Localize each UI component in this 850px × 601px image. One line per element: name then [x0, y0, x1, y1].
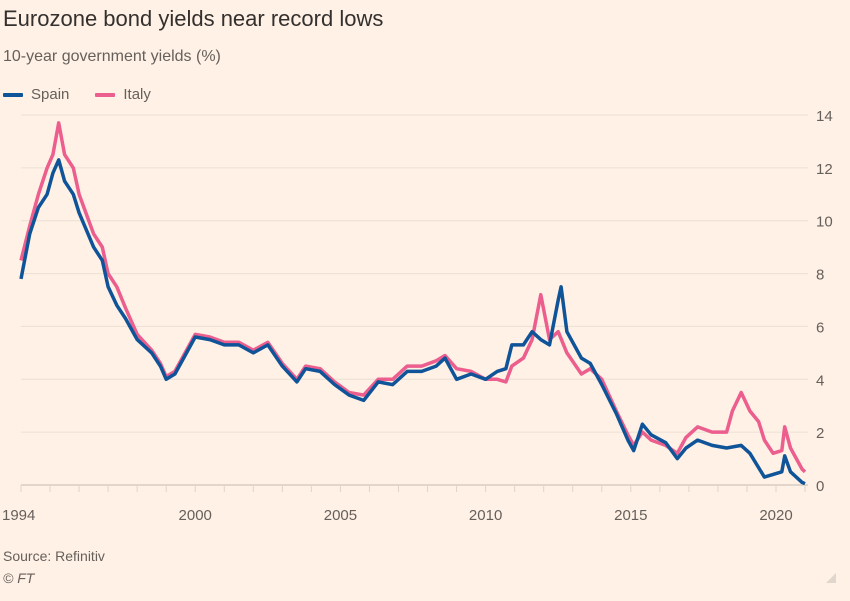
x-tick-label: 2000 [179, 507, 212, 524]
y-tick-label: 8 [816, 267, 824, 284]
y-tick-label: 4 [816, 372, 824, 389]
series-line-italy [19, 121, 807, 474]
legend: Spain Italy [3, 86, 151, 103]
source-note: Source: Refinitiv [3, 548, 105, 564]
legend-swatch-italy [95, 92, 116, 97]
legend-swatch-spain [3, 92, 23, 97]
x-tick-label: 1994 [2, 507, 35, 524]
chart-title: Eurozone bond yields near record lows [3, 6, 384, 31]
copyright: © FT [3, 570, 35, 586]
y-tick-label: 0 [816, 478, 824, 495]
legend-item-spain: Spain [3, 86, 69, 103]
x-tick-label: 2020 [759, 507, 792, 524]
legend-label-italy: Italy [123, 86, 151, 103]
x-tick-label: 2005 [324, 507, 357, 524]
y-tick-label: 6 [816, 319, 824, 336]
y-tick-label: 14 [816, 108, 833, 125]
x-tick-label: 2015 [614, 507, 647, 524]
y-tick-label: 2 [816, 425, 824, 442]
x-tick-label: 2010 [469, 507, 502, 524]
legend-label-spain: Spain [31, 86, 70, 103]
series-line-spain [19, 158, 806, 486]
y-tick-label: 12 [816, 161, 833, 178]
y-tick-label: 10 [816, 214, 833, 231]
chart-subtitle: 10-year government yields (%) [3, 48, 221, 65]
resize-handle-icon[interactable] [826, 573, 836, 583]
legend-item-italy: Italy [95, 86, 151, 103]
